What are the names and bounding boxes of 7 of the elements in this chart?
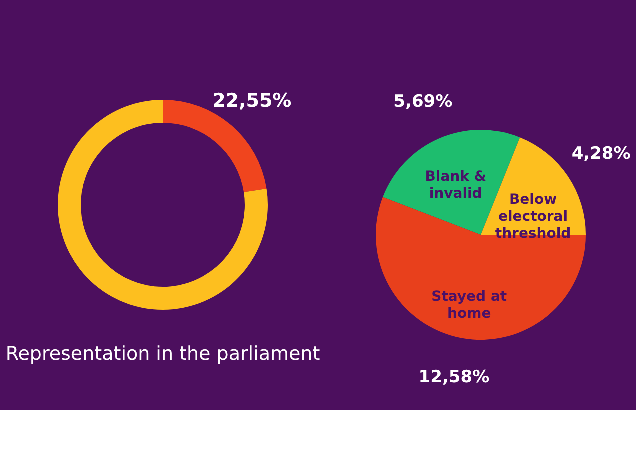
slice-label: Stayed at home [432,288,508,322]
data-label: 5,69% [394,92,453,112]
data-label: 12,58% [418,368,490,388]
text: Representation in the parliament [6,343,320,365]
slice-label: Blank & invalid [425,169,486,202]
data-label: 4,28% [572,144,631,164]
data-label: 22,55% [212,90,292,112]
